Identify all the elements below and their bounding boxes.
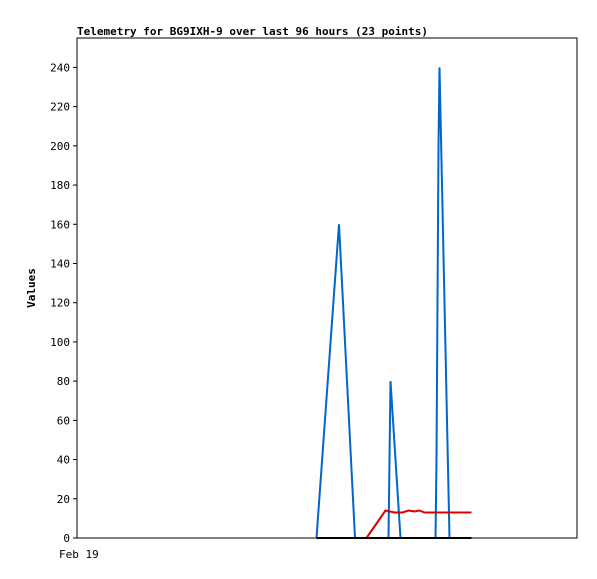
x-axis: Feb 19 [59,548,99,561]
series-line-2 [365,509,472,539]
y-tick-label: 140 [50,257,70,270]
y-axis: 0 20 40 60 80 100 120 140 160 180 200 220 240 [50,61,77,545]
x-tick-label: Feb 19 [59,548,99,561]
y-tick-label: 20 [57,493,70,506]
y-tick-label: 0 [63,532,70,545]
y-tick-label: 40 [57,454,70,467]
y-tick-label: 200 [50,140,70,153]
y-tick-label: 240 [50,61,70,74]
y-tick-label: 80 [57,375,70,388]
y-tick-label: 120 [50,297,70,310]
y-tick-label: 60 [57,414,70,427]
y-tick-label: 160 [50,218,70,231]
plot-frame [76,37,578,539]
y-tick-label: 220 [50,101,70,114]
y-tick-label: 180 [50,179,70,192]
chart-title: Telemetry for BG9IXH-9 over last 96 hour… [77,25,428,38]
y-axis-label: Values [25,268,38,308]
y-tick-label: 100 [50,336,70,349]
series-layer [315,67,472,539]
series-line-1 [315,67,472,539]
